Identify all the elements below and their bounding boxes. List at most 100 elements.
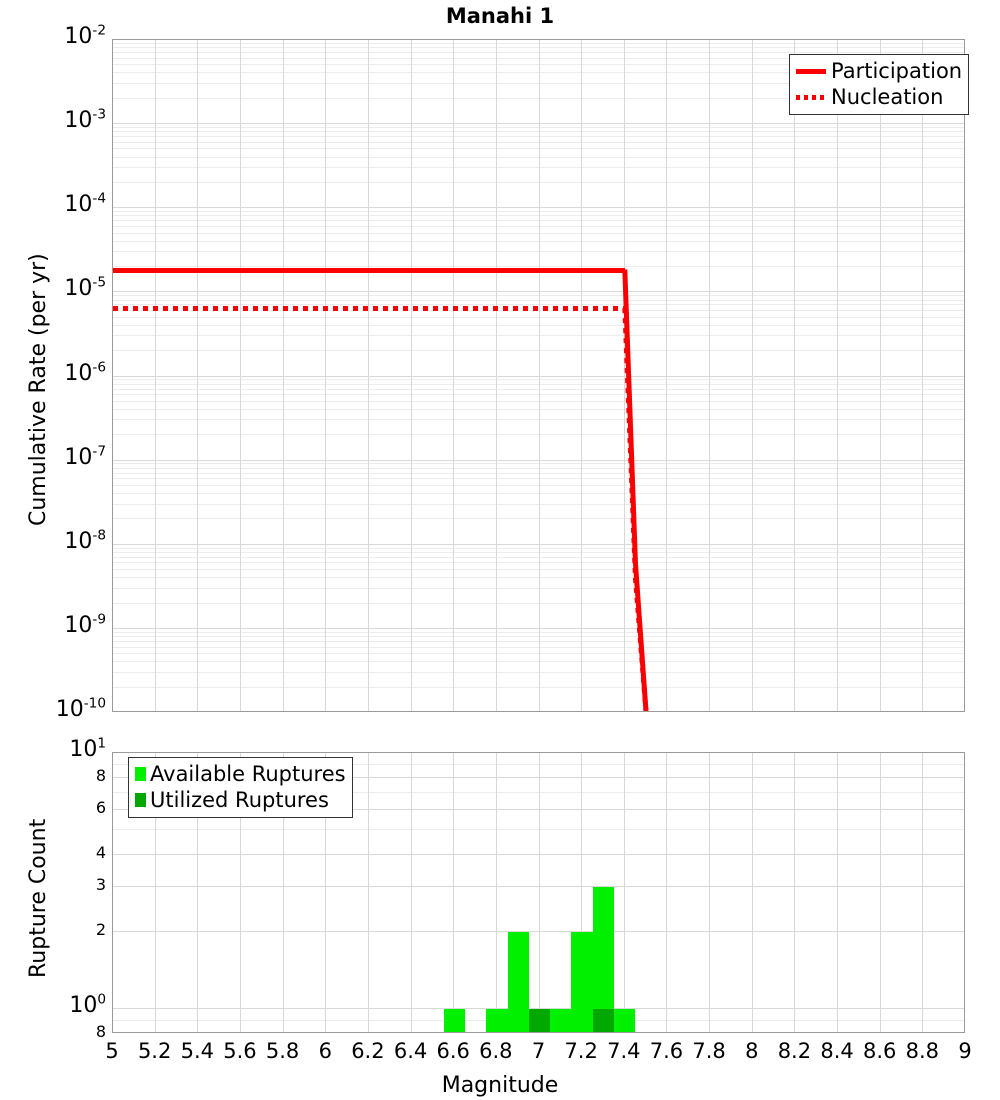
- series-participation-flat-segment: [113, 267, 625, 273]
- legend-label-utilized-ruptures: Utilized Ruptures: [150, 787, 329, 812]
- nucleation-dotted-line-swatch-icon: [796, 94, 826, 100]
- top-chart-y-axis-title: Cumulative Rate (per yr): [26, 252, 51, 526]
- available-ruptures-bar: [550, 1009, 572, 1032]
- top-chart-y-tick-1e-10: 10-10: [55, 695, 106, 722]
- gridline-vertical: [367, 753, 369, 1032]
- top-chart-y-tick-1e-4: 10-4: [64, 190, 106, 218]
- utilized-ruptures-bar: [592, 1009, 615, 1032]
- gridline-vertical: [325, 753, 327, 1032]
- gridline-vertical: [410, 40, 412, 711]
- gridline-vertical: [709, 753, 711, 1032]
- bottom-chart-y-tick-1e1: 101: [69, 735, 106, 762]
- gridline-vertical: [794, 753, 796, 1032]
- x-tick-6: 6: [318, 1039, 332, 1063]
- top-chart-y-tick-1e-8: 10-8: [64, 527, 106, 554]
- x-tick-5.4: 5.4: [180, 1039, 214, 1063]
- available-ruptures-swatch-icon: [135, 767, 146, 781]
- x-tick-9: 9: [958, 1039, 972, 1063]
- bottom-chart-y-tick-1e0: 100: [69, 991, 106, 1019]
- gridline-vertical: [879, 753, 881, 1032]
- x-tick-8.6: 8.6: [862, 1039, 897, 1063]
- gridline-vertical: [282, 753, 284, 1032]
- x-tick-5.8: 5.8: [265, 1039, 300, 1063]
- gridline-vertical: [837, 40, 839, 711]
- available-ruptures-bar: [443, 1009, 465, 1032]
- gridline-vertical: [922, 40, 924, 711]
- gridline-vertical: [623, 40, 625, 711]
- x-tick-7.2: 7.2: [564, 1039, 598, 1063]
- x-tick-7: 7: [531, 1039, 546, 1063]
- available-ruptures-bar: [507, 932, 529, 1032]
- x-tick-6.6: 6.6: [436, 1039, 470, 1063]
- x-tick-5: 5: [105, 1039, 119, 1063]
- top-chart-y-tick-1e-3: 10-3: [64, 106, 106, 134]
- gridline-vertical: [709, 40, 711, 711]
- available-ruptures-bar: [592, 886, 615, 1032]
- x-tick-8.8: 8.8: [905, 1039, 940, 1063]
- gridline-vertical: [538, 753, 540, 1032]
- page-title: Manahi 1: [445, 4, 555, 28]
- available-ruptures-bar: [614, 1009, 636, 1032]
- bottom-chart-y-tick-3: 3: [95, 874, 106, 894]
- bottom-chart-y-tick-08: 8: [95, 1022, 106, 1041]
- legend-item-participation: Participation: [796, 58, 962, 84]
- gridline-vertical: [239, 753, 241, 1032]
- gridline-vertical: [495, 40, 497, 711]
- x-tick-6.2: 6.2: [351, 1039, 385, 1063]
- legend-label-nucleation: Nucleation: [831, 84, 944, 109]
- top-chart-y-tick-1e-6: 10-6: [64, 359, 106, 386]
- gridline-vertical: [154, 753, 156, 1032]
- x-axis-title: Magnitude: [441, 1073, 559, 1098]
- gridline-vertical: [239, 40, 241, 711]
- cumulative-rate-plot: [112, 39, 965, 712]
- gridline-vertical: [453, 753, 455, 1032]
- series-nucleation-drop-svg: [622, 308, 649, 711]
- legend-label-available-ruptures: Available Ruptures: [150, 761, 346, 786]
- bottom-chart-y-tick-4: 4: [95, 842, 106, 862]
- x-tick-5.2: 5.2: [137, 1039, 172, 1063]
- x-tick-8.4: 8.4: [820, 1039, 854, 1063]
- gridline-vertical: [751, 753, 753, 1032]
- gridline-vertical: [751, 40, 753, 711]
- gridline-vertical: [197, 40, 199, 711]
- x-tick-5.6: 5.6: [223, 1039, 257, 1063]
- gridline-vertical: [837, 753, 839, 1032]
- top-chart-y-tick-1e-5: 10-5: [64, 275, 106, 302]
- series-participation-drop-svg: [622, 269, 649, 711]
- gridline-vertical: [154, 40, 156, 711]
- participation-line-swatch-icon: [796, 68, 826, 74]
- gridline-vertical: [282, 40, 284, 711]
- x-tick-7.4: 7.4: [607, 1039, 641, 1063]
- x-tick-7.8: 7.8: [692, 1039, 726, 1063]
- gridline-vertical: [879, 40, 881, 711]
- utilized-ruptures-bar: [528, 1009, 551, 1032]
- top-chart-y-tick-1e-2: 10-2: [64, 22, 106, 49]
- top-chart-y-tick-1e-9: 10-9: [64, 611, 106, 638]
- bottom-chart-y-tick-6: 6: [95, 797, 106, 817]
- gridline-vertical: [922, 753, 924, 1032]
- gridline-vertical: [666, 40, 668, 711]
- x-tick-8: 8: [745, 1039, 759, 1063]
- x-tick-6.4: 6.4: [393, 1039, 428, 1063]
- utilized-ruptures-swatch-icon: [135, 793, 146, 807]
- available-ruptures-bar: [571, 932, 593, 1032]
- gridline-vertical: [581, 753, 583, 1032]
- available-ruptures-bar: [486, 1009, 508, 1032]
- gridline-vertical: [112, 753, 113, 1032]
- gridline-vertical: [666, 753, 668, 1032]
- bottom-chart-y-axis-title: Rupture Count: [26, 818, 51, 978]
- x-tick-8.2: 8.2: [777, 1039, 812, 1063]
- gridline-vertical: [453, 40, 455, 711]
- gridline-vertical: [197, 753, 199, 1032]
- top-chart-legend: Participation Nucleation: [789, 54, 970, 115]
- gridline-vertical: [325, 40, 327, 711]
- gridline-vertical: [495, 753, 497, 1032]
- gridline-vertical: [623, 753, 625, 1032]
- gridline-vertical: [367, 40, 369, 711]
- top-chart-y-tick-1e-7: 10-7: [64, 443, 106, 470]
- bottom-chart-y-tick-8: 8: [95, 765, 106, 785]
- series-nucleation-flat-segment: [113, 306, 625, 312]
- gridline-vertical: [794, 40, 796, 711]
- legend-item-available-ruptures: Available Ruptures: [135, 761, 346, 787]
- legend-label-participation: Participation: [831, 58, 963, 83]
